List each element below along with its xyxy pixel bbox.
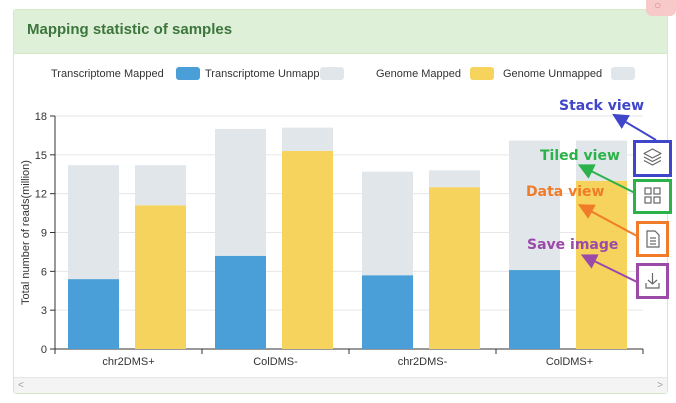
legend-label: Transcriptome Unmapped [205, 68, 332, 80]
tiled-grid-icon [644, 187, 661, 204]
bar-genome-mapped [135, 205, 186, 349]
legend-swatch [611, 67, 635, 80]
stack-layers-icon [643, 148, 662, 166]
x-tick-label: ColDMS- [253, 356, 298, 368]
tiled-view-button[interactable] [633, 179, 672, 214]
legend-label: Genome Unmapped [503, 68, 602, 80]
y-tick-label: 0 [41, 344, 47, 356]
horizontal-scrollbar[interactable]: < > [14, 377, 667, 393]
bar-genome-unmapped [135, 165, 186, 206]
legend-swatch [176, 67, 200, 80]
bar-transcriptome-unmapped [362, 171, 413, 276]
bar-transcriptome-mapped [215, 255, 266, 349]
y-tick-label: 15 [35, 150, 47, 162]
bar-transcriptome-mapped [68, 279, 119, 349]
y-axis-label: Total number of reads(million) [20, 160, 32, 305]
bar-transcriptome-unmapped [68, 165, 119, 280]
data-view-button[interactable] [636, 221, 669, 257]
legend-label: Genome Mapped [376, 68, 461, 80]
bar-transcriptome-unmapped [215, 128, 266, 256]
close-icon: ○ [654, 0, 662, 12]
x-tick-label: chr2DMS+ [102, 356, 154, 368]
bar-transcriptome-mapped [362, 275, 413, 349]
legend-label: Transcriptome Mapped [51, 68, 164, 80]
data-view-annotation: Data view [526, 184, 605, 200]
legend-swatch [320, 67, 344, 80]
scroll-right-icon[interactable]: > [657, 380, 663, 391]
stack-view-annotation: Stack view [559, 98, 645, 114]
save-image-annotation: Save image [527, 237, 619, 253]
document-icon [646, 230, 660, 248]
panel-title: Mapping statistic of samples [27, 21, 233, 38]
tiled-view-annotation: Tiled view [540, 148, 620, 164]
bar-genome-unmapped [429, 170, 480, 188]
panel-heading: Mapping statistic of samples [14, 10, 667, 54]
save-image-button[interactable] [636, 263, 669, 299]
bar-genome-mapped [576, 180, 627, 349]
corner-badge[interactable]: ○ [646, 0, 676, 16]
x-tick-label: ColDMS+ [546, 356, 593, 368]
bar-genome-mapped [429, 187, 480, 349]
y-tick-label: 9 [41, 228, 47, 240]
bar-transcriptome-mapped [509, 270, 560, 349]
download-icon [645, 273, 660, 289]
x-tick-label: chr2DMS- [398, 356, 448, 368]
bar-genome-unmapped [282, 127, 333, 151]
y-tick-label: 12 [35, 189, 47, 201]
scroll-left-icon[interactable]: < [18, 380, 24, 391]
y-tick-label: 6 [41, 266, 47, 278]
stack-view-button[interactable] [633, 140, 672, 177]
bar-genome-mapped [282, 150, 333, 349]
bar-transcriptome-unmapped [509, 140, 560, 271]
legend-swatch [470, 67, 494, 80]
y-tick-label: 3 [41, 305, 47, 317]
y-tick-label: 18 [35, 111, 47, 123]
